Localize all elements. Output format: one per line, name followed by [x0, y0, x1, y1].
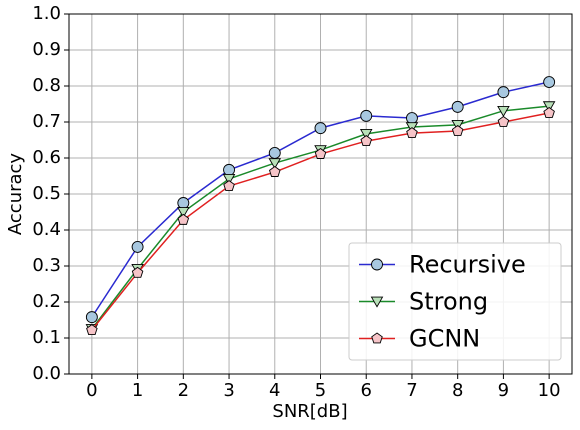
- x-tick-label: 2: [178, 380, 189, 401]
- point: [314, 147, 327, 159]
- point: [451, 124, 464, 136]
- x-tick-label: 6: [361, 380, 372, 401]
- x-tick-label: 10: [538, 380, 561, 401]
- point: [497, 86, 510, 99]
- x-tick-label: 7: [406, 380, 417, 401]
- y-tick-label: 0.1: [32, 327, 61, 348]
- point: [177, 207, 190, 219]
- legend-label: Strong: [409, 288, 488, 316]
- point: [360, 109, 373, 122]
- y-tick-label: 0.3: [32, 255, 61, 276]
- point: [451, 100, 464, 113]
- point: [223, 163, 235, 176]
- x-tick-label: 5: [315, 380, 326, 401]
- point: [85, 311, 98, 324]
- point: [268, 158, 282, 170]
- point: [268, 147, 281, 159]
- y-tick-label: 0.0: [32, 363, 61, 384]
- point: [359, 129, 373, 141]
- point: [222, 174, 236, 186]
- point: [223, 180, 235, 191]
- point: [406, 112, 418, 124]
- point: [131, 240, 144, 253]
- y-tick-label: 0.8: [32, 75, 61, 96]
- x-tick-label: 8: [452, 380, 463, 401]
- x-tick-label: 9: [498, 380, 509, 401]
- point: [406, 127, 418, 139]
- point: [543, 106, 555, 118]
- x-tick-label: 1: [132, 380, 143, 401]
- y-tick-label: 0.4: [32, 219, 61, 240]
- x-axis-label: SNR[dB]: [272, 401, 347, 422]
- point: [177, 213, 190, 225]
- y-tick-label: 1.0: [32, 3, 61, 24]
- point: [86, 324, 98, 335]
- x-tick-label: 0: [86, 380, 97, 401]
- y-tick-label: 0.5: [32, 183, 61, 204]
- point: [314, 122, 327, 135]
- y-tick-label: 0.6: [32, 147, 61, 168]
- point: [542, 101, 556, 113]
- legend-marker: [371, 258, 383, 271]
- point: [497, 105, 510, 117]
- x-tick-label: 4: [269, 380, 280, 401]
- point: [177, 197, 190, 209]
- point: [497, 115, 510, 127]
- point: [131, 266, 144, 278]
- legend-marker: [370, 296, 384, 308]
- point: [360, 135, 372, 146]
- legend: Recursive Strong GCNN: [348, 242, 562, 361]
- y-axis-label: Accuracy: [5, 153, 26, 236]
- point: [269, 165, 281, 177]
- point: [543, 76, 556, 88]
- legend-label: GCNN: [409, 325, 480, 353]
- plot-frame: [68, 13, 573, 375]
- legend-box: [348, 242, 562, 361]
- legend-label: Recursive: [409, 251, 526, 279]
- y-tick-label: 0.7: [32, 111, 61, 132]
- x-tick-label: 3: [223, 380, 234, 401]
- legend-marker: [371, 332, 383, 344]
- y-tick-label: 0.9: [32, 39, 61, 60]
- y-tick-label: 0.2: [32, 291, 61, 312]
